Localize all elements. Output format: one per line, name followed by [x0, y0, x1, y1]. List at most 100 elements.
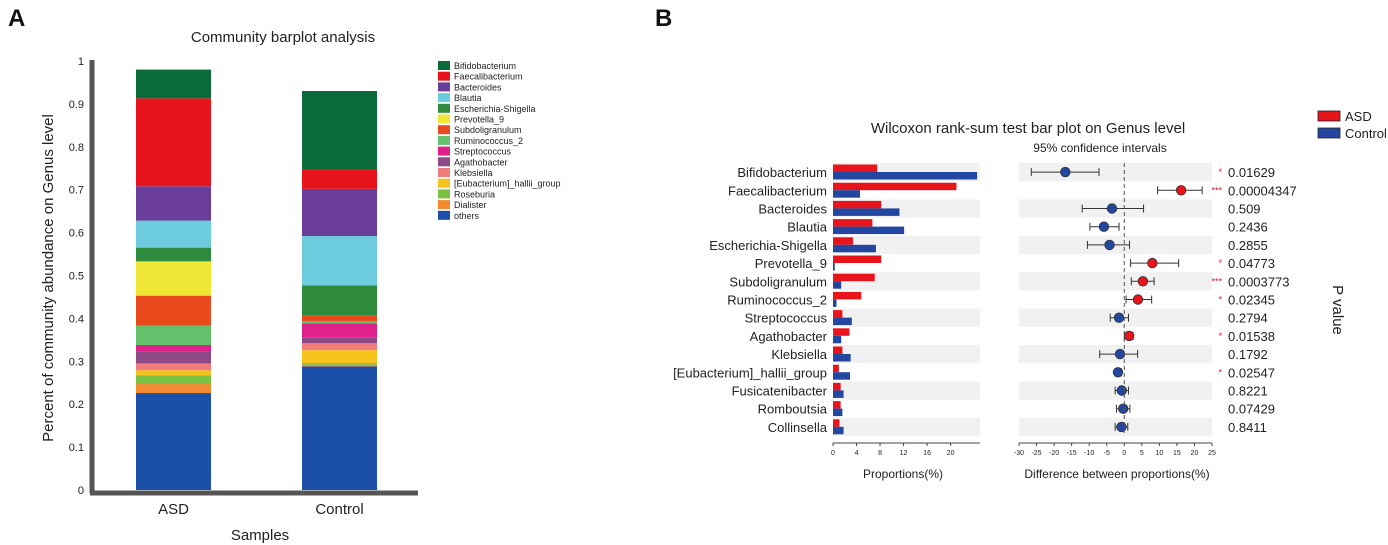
control-proportion-bar	[833, 172, 978, 180]
asd-proportion-bar	[833, 401, 841, 409]
p-value: 0.1792	[1228, 347, 1268, 362]
row-band	[833, 417, 980, 436]
panel-b-difference-axis: -30 -25 -20 -15 -10 -5 0 5 10 15 20 25	[1014, 442, 1216, 457]
p-value: 0.07429	[1228, 402, 1275, 417]
panel-label-a: A	[8, 5, 25, 32]
legend-label: Bacteroides	[454, 82, 502, 92]
significance-mark: ***	[1211, 185, 1222, 195]
legend-swatch	[438, 210, 450, 220]
panel-b-proportion-axis: 0 4 8 12 16 20	[831, 442, 980, 457]
genus-label: Collinsella	[768, 420, 828, 435]
bar-segment	[136, 186, 211, 221]
p-value: 0.2855	[1228, 238, 1268, 253]
bar-segment	[136, 363, 211, 371]
legend-swatch	[438, 103, 450, 113]
control-proportion-bar	[833, 408, 843, 417]
y-tick-label: 0.3	[69, 356, 84, 368]
p-value: 0.509	[1228, 202, 1261, 217]
panel-a-category-labels: ASD Control	[158, 501, 364, 518]
bar-segment	[136, 351, 211, 364]
asd-proportion-bar	[833, 164, 878, 172]
difference-point	[1116, 385, 1128, 396]
y-tick-label: 0.4	[69, 313, 84, 325]
control-proportion-bar	[833, 426, 844, 435]
p-value: 0.2794	[1228, 311, 1268, 326]
bar-segment	[302, 363, 377, 365]
axis-tick-label: 0	[1122, 450, 1126, 457]
difference-point	[1098, 221, 1110, 232]
axis-tick-label: 5	[1140, 450, 1144, 457]
bar-segment	[302, 285, 377, 316]
genus-label: Faecalibacterium	[728, 183, 827, 198]
legend-label: Bifidobacterium	[454, 61, 516, 71]
bar-segment	[302, 236, 377, 286]
asd-proportion-bar	[833, 237, 853, 245]
difference-point	[1060, 166, 1071, 178]
panel-a-xlabel: Samples	[231, 527, 289, 544]
panel-a-y-tick-labels: 0 0.1 0.2 0.3 0.4 0.5 0.6 0.7 0.8 0.9 1	[69, 56, 84, 497]
legend-swatch	[438, 93, 450, 103]
legend-swatch	[438, 146, 450, 156]
asd-proportion-bar	[833, 382, 841, 391]
asd-proportion-bar	[833, 200, 882, 209]
control-proportion-bar	[833, 317, 852, 326]
category-label: ASD	[158, 501, 189, 518]
bar-segment	[302, 188, 377, 237]
legend-label: Blautia	[454, 93, 482, 103]
legend-swatch	[438, 168, 450, 177]
difference-point	[1104, 239, 1115, 251]
asd-proportion-bar	[833, 419, 840, 427]
bar-segment	[302, 337, 377, 344]
row-band	[833, 308, 980, 327]
panel-a-stacked-bars	[136, 69, 377, 490]
y-tick-label: 0.5	[69, 271, 84, 283]
asd-proportion-bar	[833, 364, 839, 373]
asd-proportion-bar	[833, 273, 875, 282]
axis-tick-label: 10	[1155, 450, 1163, 457]
difference-point	[1114, 348, 1126, 360]
legend-swatch	[438, 200, 450, 210]
significance-mark: *	[1218, 367, 1222, 377]
bar-segment	[136, 295, 211, 326]
axis-tick-label: -10	[1084, 450, 1094, 457]
genus-label: Subdoligranulum	[729, 274, 827, 289]
p-value: 0.00004347	[1228, 183, 1297, 198]
p-value: 0.01629	[1228, 165, 1275, 180]
row-band	[1019, 272, 1212, 291]
legend-swatch	[438, 82, 450, 92]
control-proportion-bar	[833, 208, 900, 216]
axis-tick-label: -30	[1014, 450, 1024, 457]
p-value: 0.02345	[1228, 293, 1275, 308]
axis-tick-label: 15	[1173, 450, 1181, 457]
panel-a-title: Community barplot analysis	[191, 29, 375, 46]
genus-label: Prevotella_9	[755, 256, 827, 271]
legend-label: Agathobacter	[454, 157, 508, 167]
p-value: 0.2436	[1228, 220, 1268, 235]
panel-b-right-xlabel: Difference between proportions(%)	[1024, 467, 1209, 481]
bar-segment	[302, 91, 377, 170]
legend-swatch	[1317, 110, 1341, 122]
y-tick-label: 0.8	[69, 142, 84, 154]
control-proportion-bar	[833, 372, 851, 380]
panel-label-b: B	[655, 5, 672, 32]
bar-segment	[136, 393, 211, 490]
panel-a-legend: BifidobacteriumFaecalibacteriumBacteroid…	[438, 61, 561, 221]
legend-label: Prevotella_9	[454, 115, 504, 125]
bar-segment	[302, 169, 377, 189]
p-value: 0.8411	[1228, 420, 1267, 435]
control-proportion-bar	[833, 263, 835, 271]
panel-b: Wilcoxon rank-sum test bar plot on Genus…	[673, 109, 1387, 481]
bar-segment	[302, 323, 377, 338]
legend-swatch	[438, 71, 450, 81]
axis-tick-label: 25	[1208, 450, 1216, 457]
significance-mark: *	[1218, 295, 1222, 305]
legend-swatch	[438, 114, 450, 124]
difference-point	[1137, 276, 1149, 287]
bar-segment	[136, 98, 211, 187]
panel-a: Community barplot analysis Percent of co…	[40, 29, 561, 544]
y-tick-label: 0.1	[69, 442, 84, 454]
asd-proportion-bar	[833, 291, 862, 300]
y-tick-label: 0.6	[69, 228, 84, 240]
genus-label: Klebsiella	[771, 347, 827, 362]
bar-segment	[136, 384, 211, 394]
